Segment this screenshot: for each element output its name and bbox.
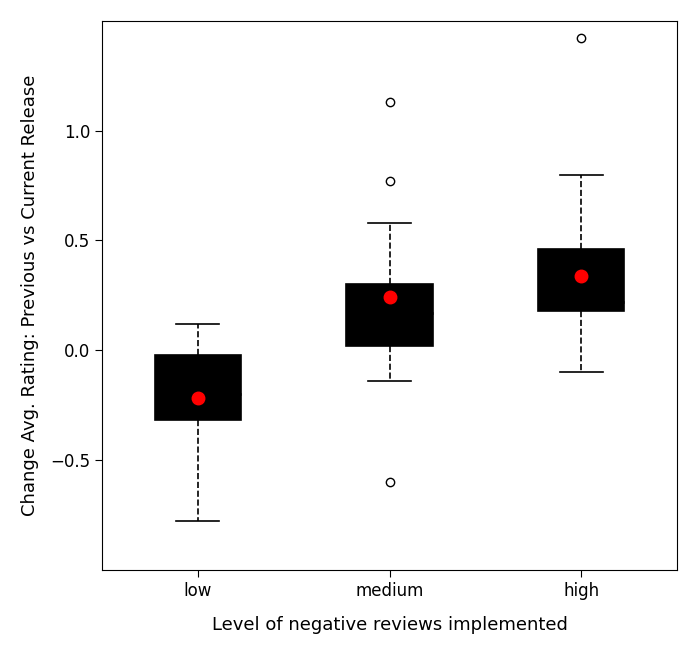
Y-axis label: Change Avg. Rating: Previous vs Current Release: Change Avg. Rating: Previous vs Current …: [21, 75, 39, 516]
X-axis label: Level of negative reviews implemented: Level of negative reviews implemented: [211, 616, 567, 634]
PathPatch shape: [155, 354, 241, 421]
PathPatch shape: [538, 249, 625, 310]
PathPatch shape: [346, 284, 433, 346]
